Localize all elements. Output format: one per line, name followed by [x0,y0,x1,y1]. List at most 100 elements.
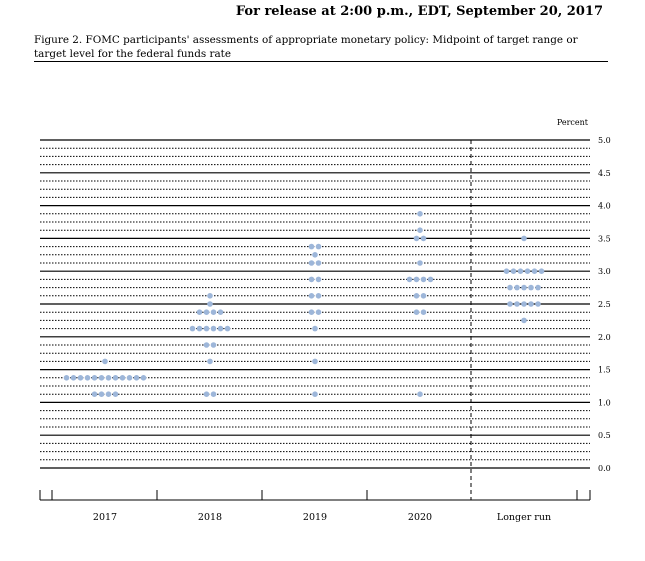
x-tick-label: 2017 [93,512,117,523]
participant-dot [203,391,210,398]
participant-dot [531,268,538,275]
participant-dot [112,375,119,381]
participant-dot [102,358,108,365]
participant-dot [119,375,126,381]
participant-dot [91,391,98,398]
participant-dot [538,268,545,275]
participant-dot [417,391,423,398]
participant-dot [315,243,322,250]
participant-dot [521,284,527,291]
participant-dot [521,235,527,242]
participant-dot [189,325,196,332]
release-date-header: For release at 2:00 p.m., EDT, September… [235,4,603,19]
participant-dot [210,342,217,348]
participant-dot [308,243,315,250]
participant-dot [126,375,133,381]
participant-dot [196,309,203,316]
y-axis-tick-labels: 0.0 0.5 1.0 1.5 2.0 2.5 3.0 3.5 4.0 4.5 5.0 [598,136,611,473]
participant-dot [140,375,147,381]
participant-dot [312,252,318,258]
participant-dot [224,325,231,332]
participant-dot [507,284,513,291]
y-tick-label: 3.5 [598,234,611,243]
participant-dot [521,301,527,307]
participant-dot [312,358,318,365]
y-tick-label: 1.0 [598,398,611,407]
participant-dot [535,301,541,307]
participant-dot [70,375,77,381]
participant-dot [417,211,423,217]
participant-dot [503,268,510,275]
participant-dot [507,301,513,307]
participant-dot [207,358,213,365]
participant-dot [315,293,322,299]
participant-dot [417,227,423,233]
participant-dot [535,284,541,291]
participant-dot [514,301,520,307]
participant-dot [105,375,112,381]
y-tick-label: 4.5 [598,169,611,178]
participant-dot [203,309,210,316]
participant-dot [413,235,420,242]
participant-dot [312,391,318,398]
participant-dots [63,211,545,398]
participant-dot [420,235,427,242]
participant-dot [210,391,217,398]
participant-dot [514,284,520,291]
x-tick-label: 2018 [198,512,222,523]
participant-dot [84,375,91,381]
participant-dot [417,260,423,266]
y-axis-unit-label: Percent [557,118,589,127]
participant-dot [315,260,322,266]
participant-dot [63,375,70,381]
participant-dot [210,309,217,316]
x-axis: 2017 2018 2019 2020 Longer run [39,490,591,523]
x-tick-label: Longer run [497,512,551,523]
participant-dot [315,276,322,283]
participant-dot [196,325,203,332]
participant-dot [112,391,119,398]
participant-dot [217,309,224,316]
y-tick-label: 2.5 [598,300,611,309]
participant-dot [528,301,534,307]
participant-dot [203,325,210,332]
participant-dot [420,309,427,316]
y-tick-label: 0.0 [598,464,611,473]
y-tick-label: 3.0 [598,267,611,276]
participant-dot [427,276,434,283]
participant-dot [308,276,315,283]
participant-dot [203,342,210,348]
participant-dot [420,293,427,299]
participant-dot [133,375,140,381]
participant-dot [312,325,318,332]
participant-dot [207,293,213,299]
x-tick-label: 2020 [408,512,432,523]
y-tick-label: 0.5 [598,431,611,440]
y-tick-label: 1.5 [598,366,611,375]
participant-dot [217,325,224,332]
participant-dot [308,260,315,266]
participant-dot [91,375,98,381]
grid-lines [40,139,590,469]
participant-dot [207,301,213,307]
y-tick-label: 2.0 [598,333,611,342]
participant-dot [105,391,112,398]
figure-caption: Figure 2. FOMC participants' assessments… [34,34,578,60]
participant-dot [77,375,84,381]
participant-dot [315,309,322,316]
participant-dot [413,293,420,299]
participant-dot [308,309,315,316]
participant-dot [98,375,105,381]
participant-dot [524,268,531,275]
caption-rule [34,61,608,62]
participant-dot [98,391,105,398]
participant-dot [406,276,413,283]
participant-dot [413,309,420,316]
x-tick-label: 2019 [303,512,327,523]
participant-dot [528,284,534,291]
participant-dot [210,325,217,332]
participant-dot [420,276,427,283]
participant-dot [517,268,524,275]
y-tick-label: 5.0 [598,136,611,145]
